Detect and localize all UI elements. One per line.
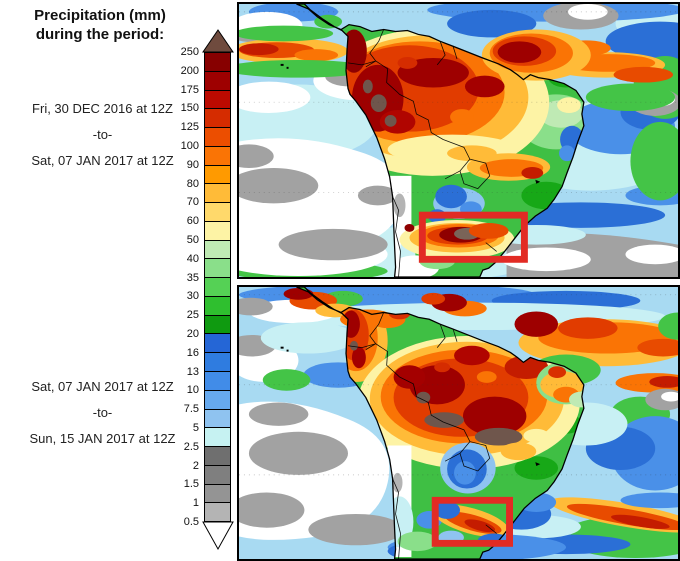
legend-value-label: 10: [186, 384, 199, 397]
legend-value-label: 125: [180, 121, 199, 134]
legend-cell: [205, 502, 230, 522]
legend-value-label: 20: [186, 328, 199, 340]
legend-value-label: 7.5: [183, 403, 199, 416]
legend-value-label: 100: [180, 140, 199, 152]
legend-under-arrow-icon: [202, 521, 234, 551]
legend-value-label: 250: [180, 46, 199, 58]
legend-cell: [205, 371, 230, 390]
legend-value-label: 35: [186, 271, 199, 284]
page-title: Precipitation (mm) during the period:: [0, 6, 200, 44]
title-line-2: during the period:: [35, 26, 165, 43]
coastal-precip-overlay: [421, 292, 487, 317]
legend-cell: [205, 427, 230, 447]
legend-value-label: 2: [192, 459, 199, 472]
legend-value-label: 175: [180, 83, 199, 96]
period-bottom: Sat, 07 JAN 2017 at 12Z -to- Sun, 15 JAN…: [0, 374, 205, 452]
legend-value-label: 30: [186, 290, 199, 303]
legend-value-label: 2.5: [183, 440, 199, 453]
title-line-1: Precipitation (mm): [34, 7, 166, 24]
legend-cell: [205, 164, 230, 184]
legend-cell: [205, 333, 230, 353]
legend-cell: [205, 70, 230, 90]
legend-cell: [205, 314, 230, 334]
legend-colorbar: [204, 52, 231, 522]
legend-over-arrow-icon: [202, 29, 234, 53]
legend-cell: [205, 108, 230, 128]
legend-value-label: 0.5: [183, 516, 199, 528]
legend-value-label: 40: [186, 252, 199, 265]
legend-cell: [205, 408, 230, 428]
small-islands: [280, 346, 541, 467]
legend-cell: [205, 89, 230, 109]
legend-cell: [205, 258, 230, 278]
legend-value-label: 150: [180, 102, 199, 115]
period-top-to: Sat, 07 JAN 2017 at 12Z: [31, 153, 174, 168]
legend-value-label: 1: [192, 497, 199, 510]
period-top-from: Fri, 30 DEC 2016 at 12Z: [32, 101, 173, 116]
legend-cell: [205, 183, 230, 203]
precip-map-top: [237, 2, 680, 279]
legend-cell: [205, 127, 230, 146]
legend-value-label: 25: [186, 309, 199, 322]
period-bottom-to: Sun, 15 JAN 2017 at 12Z: [29, 431, 176, 446]
legend-cell: [205, 464, 230, 484]
coastline: [296, 4, 585, 277]
legend-cell: [205, 145, 230, 165]
legend-value-label: 1.5: [183, 478, 199, 491]
legend-value-label: 90: [186, 158, 199, 171]
legend-value-label: 5: [192, 422, 199, 434]
country-borders: [347, 29, 497, 277]
legend-value-label: 13: [186, 365, 199, 378]
precip-map-bottom-canvas: [239, 287, 678, 559]
legend-cell: [205, 483, 230, 503]
legend-cell: [205, 295, 230, 315]
legend-cell: [205, 389, 230, 409]
legend-value-label: 16: [186, 346, 199, 359]
precip-map-bottom: [237, 285, 680, 561]
legend-value-label: 50: [186, 234, 199, 246]
legend-cell: [205, 239, 230, 259]
legend-cell: [205, 220, 230, 240]
period-top: Fri, 30 DEC 2016 at 12Z -to- Sat, 07 JAN…: [0, 96, 205, 174]
legend-cell: [205, 202, 230, 221]
legend-cell: [205, 446, 230, 465]
sidebar: Precipitation (mm) during the period: Fr…: [0, 0, 237, 561]
highlight-box-bottom: [431, 496, 514, 547]
small-islands: [280, 63, 541, 184]
precip-map-top-canvas: [239, 4, 678, 277]
legend-value-label: 80: [186, 177, 199, 190]
highlight-box-top: [418, 211, 528, 263]
legend-cell: [205, 53, 230, 71]
coastline: [296, 287, 585, 559]
period-bottom-separator: -to-: [92, 405, 113, 420]
period-top-separator: -to-: [92, 127, 113, 142]
legend-value-label: 70: [186, 196, 199, 209]
country-borders: [347, 312, 497, 559]
legend-value-label: 60: [186, 215, 199, 228]
coastal-precip-overlay: [481, 29, 591, 81]
legend-cell: [205, 352, 230, 372]
period-bottom-from: Sat, 07 JAN 2017 at 12Z: [31, 379, 174, 394]
legend-value-label: 200: [180, 64, 199, 77]
legend-cell: [205, 277, 230, 296]
